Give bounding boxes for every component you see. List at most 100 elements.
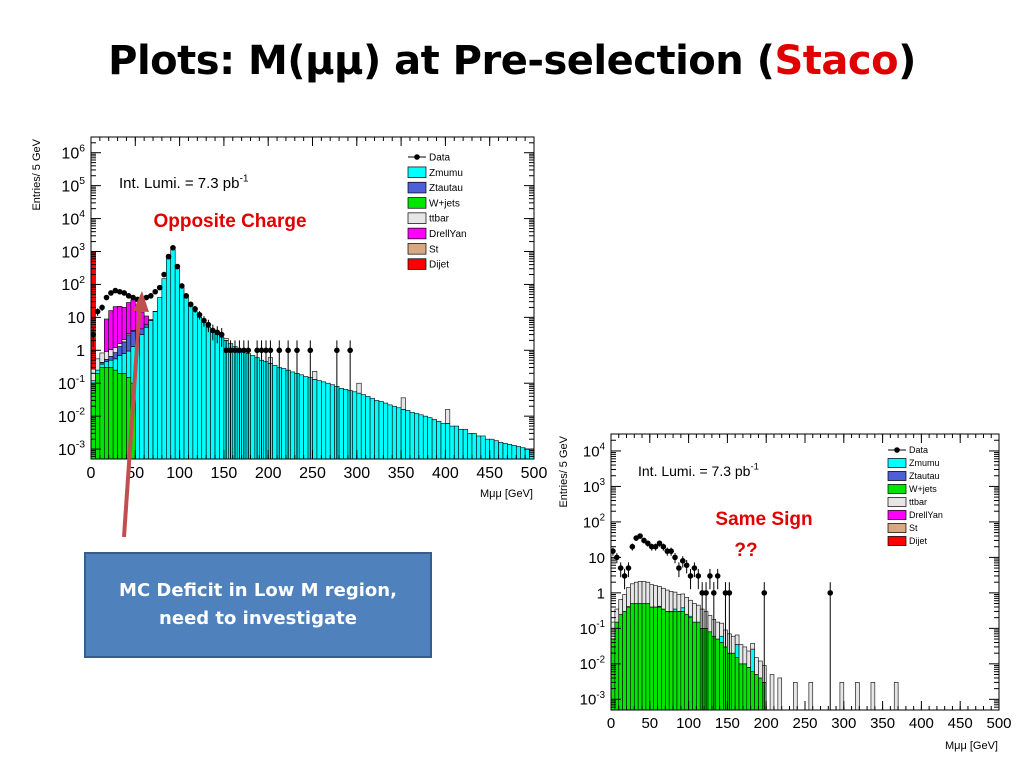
- y-tick-label: 10-3: [58, 440, 85, 459]
- mc-bar-wjets: [742, 663, 748, 710]
- selection-label: Opposite Charge: [153, 211, 306, 232]
- data-point: [294, 347, 300, 354]
- mc-bar-wjets: [754, 674, 759, 710]
- mc-bar-ttbar: [696, 604, 701, 623]
- mc-bar-drellyan: [112, 306, 118, 348]
- mc-bar-ttbar: [633, 581, 639, 604]
- data-point: [161, 271, 167, 278]
- data-point: [179, 283, 185, 289]
- y-tick-label: 10-2: [580, 654, 605, 673]
- mc-bar-zmumu: [476, 435, 482, 459]
- x-tick-label: 150: [715, 715, 740, 732]
- mc-bar-ttbar: [637, 581, 643, 604]
- mc-bar-zmumu: [449, 425, 455, 459]
- mc-bar-ttbar: [661, 587, 666, 610]
- data-point: [641, 537, 647, 544]
- data-point: [108, 290, 114, 296]
- data-point: [687, 573, 694, 579]
- mc-bar-drellyan: [121, 307, 127, 340]
- mc-bar-wjets: [645, 603, 651, 710]
- mc-bar-wjets: [103, 367, 110, 459]
- mc-bar-zmumu: [183, 297, 189, 459]
- legend-label: St: [429, 244, 439, 255]
- data-point: [722, 590, 729, 596]
- mc-bar-ttbar: [630, 583, 635, 604]
- mc-bar-ttbar: [754, 657, 759, 675]
- y-axis-label: Entries/ 5 GeV: [31, 138, 43, 210]
- mc-bar-zmumu: [298, 374, 304, 459]
- mc-bar-wjets: [684, 613, 689, 710]
- data-point: [99, 304, 105, 311]
- callout-text: MC Deficit in Low M region, need to inve…: [119, 580, 397, 629]
- mc-bar-zmumu: [453, 425, 459, 459]
- selection-label-secondary: ??: [734, 540, 757, 561]
- x-tick-label: 400: [432, 465, 459, 482]
- mc-bar-ttbar: [641, 581, 647, 604]
- mc-bar-zmumu: [750, 648, 755, 673]
- x-tick-label: 450: [948, 715, 973, 732]
- opposite-charge-histogram: 0 50 100 150 200 250 300 350 400 450 500 106 105 104 1…: [31, 136, 547, 500]
- mc-bar-zmumu: [378, 401, 384, 459]
- mc-bar-zmumu: [197, 317, 203, 459]
- luminosity-label: Int. Lumi. = 7.3 pb-1: [638, 462, 759, 479]
- mc-bar-zmumu: [445, 423, 451, 459]
- mc-bar-ttbar: [692, 603, 697, 623]
- data-point: [170, 244, 176, 251]
- mc-bar-zmumu: [161, 278, 167, 459]
- legend-label: Data: [909, 445, 928, 455]
- y-tick-label: 10-2: [58, 407, 85, 426]
- mc-bar-ttbar: [117, 343, 123, 347]
- mc-bar-wjets: [626, 606, 631, 710]
- legend-label: Data: [429, 153, 451, 164]
- data-point: [116, 288, 123, 295]
- mc-bar-drellyan: [103, 318, 110, 352]
- mc-bar-ttbar: [777, 677, 783, 710]
- mc-bar-wjets: [750, 671, 755, 710]
- data-point: [347, 347, 353, 354]
- mc-bar-zmumu: [498, 442, 504, 459]
- data-point: [121, 290, 128, 296]
- mc-bar-wjets: [680, 611, 686, 710]
- y-tick-label: 10-3: [580, 690, 605, 709]
- mc-bar-ttbar: [715, 621, 720, 640]
- data-point: [699, 590, 705, 596]
- mc-bar-zmumu: [414, 413, 420, 459]
- data-point: [652, 543, 659, 550]
- data-point: [664, 548, 671, 554]
- mc-bar-ztautau: [148, 319, 154, 321]
- legend-label: DrellYan: [429, 229, 467, 240]
- legend-swatch-ztautau: [887, 471, 907, 481]
- mc-bar-zmumu: [356, 392, 362, 459]
- mc-bar-ttbar: [855, 682, 860, 710]
- mc-bar-zmumu: [174, 268, 180, 459]
- mc-bar-ttbar: [893, 682, 899, 710]
- mc-bar-wjets: [649, 606, 654, 710]
- mc-bar-zmumu: [467, 433, 473, 459]
- mc-bar-ttbar: [769, 674, 775, 710]
- data-point: [307, 347, 314, 354]
- mc-bar-zmumu: [405, 410, 411, 459]
- mc-bar-ztautau: [112, 352, 118, 360]
- mc-bar-wjets: [108, 367, 114, 459]
- legend-swatch-st: [887, 523, 907, 533]
- mc-bar-ztautau: [103, 359, 110, 363]
- mc-bar-wjets: [715, 638, 720, 710]
- legend-swatch-wjets: [407, 197, 427, 209]
- mc-bar-zmumu: [422, 415, 428, 459]
- mc-bar-zmumu: [188, 303, 194, 459]
- mc-bar-zmumu: [471, 433, 477, 459]
- mc-bar-zmumu: [515, 446, 522, 459]
- data-point: [617, 565, 624, 571]
- data-point: [152, 288, 159, 295]
- mc-bar-ttbar: [668, 591, 674, 612]
- mc-bar-zmumu: [343, 389, 349, 459]
- mc-bar-zmumu: [507, 443, 513, 459]
- y-tick-label: 102: [583, 513, 605, 532]
- deficit-arrow: [122, 301, 142, 538]
- mc-bar-zmumu: [383, 402, 389, 459]
- mc-bar-ttbar: [400, 397, 406, 410]
- mc-bar-zmumu: [734, 644, 740, 658]
- mc-bar-wjets: [692, 621, 697, 710]
- mc-bar-wjets: [738, 663, 744, 710]
- mc-bar-zmumu: [214, 334, 220, 459]
